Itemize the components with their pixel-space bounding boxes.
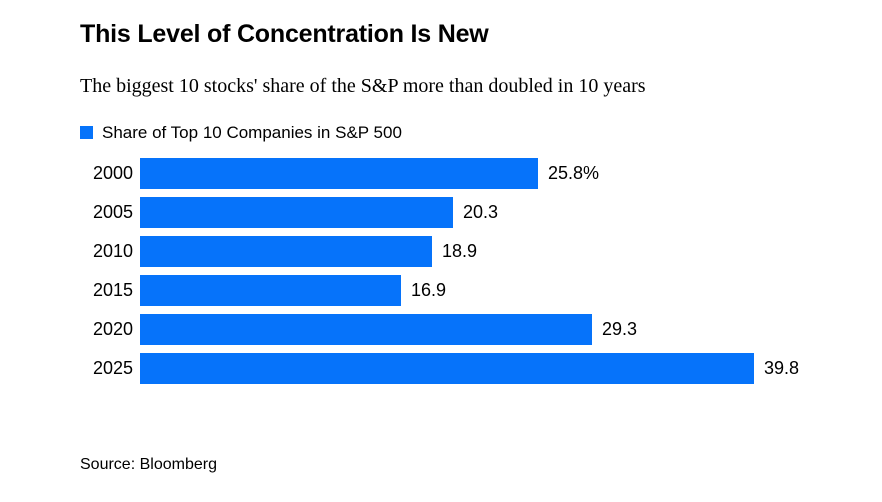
- category-label: 2000: [92, 162, 133, 183]
- bar: [140, 196, 453, 228]
- bar: [140, 274, 401, 306]
- legend: Share of Top 10 Companies in S&P 500: [80, 123, 842, 143]
- value-label: 39.8: [764, 357, 800, 378]
- category-label: 2015: [92, 279, 133, 300]
- bar-row: 2025 39.8: [80, 352, 842, 384]
- bar-row: 2000 25.8%: [80, 157, 842, 189]
- category-label: 2025: [92, 357, 133, 378]
- bar-row: 2005 20.3: [80, 196, 842, 228]
- bar-chart: 2000 25.8% 2005 20.3 2010 18.9 2015 16.9 2020 29.…: [80, 157, 842, 384]
- source-note: Source: Bloomberg: [80, 456, 217, 473]
- value-label: 18.9: [442, 240, 478, 261]
- legend-swatch-icon: [80, 126, 93, 140]
- bar-row: 2015 16.9: [80, 274, 842, 306]
- bar: [140, 157, 538, 189]
- value-label: 16.9: [411, 279, 447, 300]
- value-label: 20.3: [463, 201, 499, 222]
- bar: [140, 313, 592, 345]
- chart-subtitle: The biggest 10 stocks' share of the S&P …: [80, 74, 646, 97]
- legend-label: Share of Top 10 Companies in S&P 500: [102, 122, 402, 142]
- bar: [140, 352, 754, 384]
- category-label: 2010: [92, 240, 133, 261]
- value-label: 25.8%: [548, 162, 600, 183]
- bar: [140, 235, 432, 267]
- chart-title: This Level of Concentration Is New: [80, 20, 489, 48]
- bar-row: 2020 29.3: [80, 313, 842, 345]
- category-label: 2005: [92, 201, 133, 222]
- bar-row: 2010 18.9: [80, 235, 842, 267]
- value-label: 29.3: [602, 318, 638, 339]
- category-label: 2020: [92, 318, 133, 339]
